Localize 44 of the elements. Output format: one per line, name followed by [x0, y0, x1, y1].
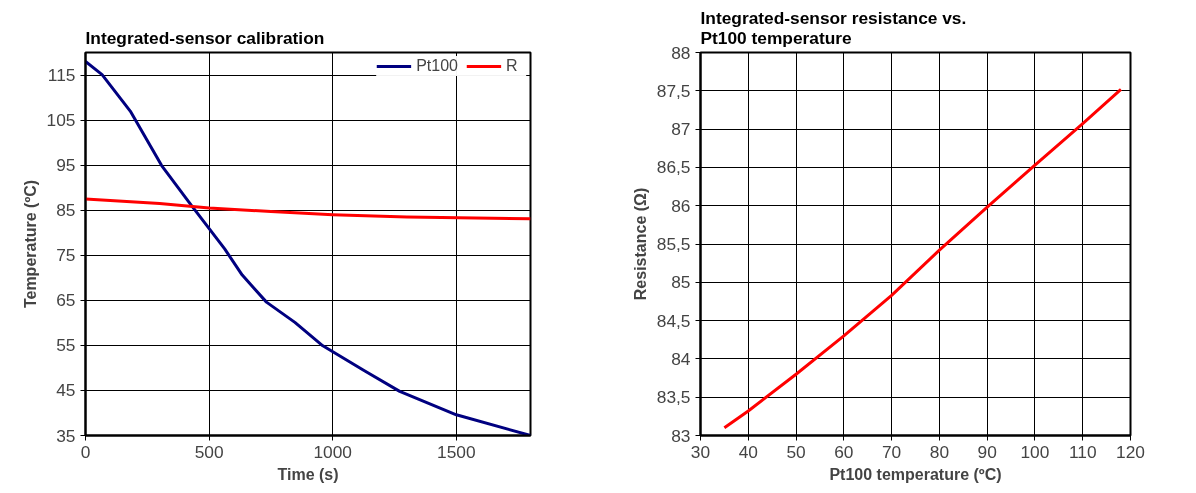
x-tick-label: 50	[786, 441, 806, 462]
y-tick-label: 84,5	[656, 310, 691, 331]
x-axis-title: Time (s)	[277, 465, 339, 483]
y-tick-label: 75	[56, 245, 76, 266]
y-tick-label: 84	[671, 348, 691, 369]
x-axis-title: Pt100 temperature (ºC)	[829, 465, 1002, 483]
x-tick-label: 80	[929, 441, 950, 462]
x-tick-label: 90	[977, 441, 997, 462]
y-tick-label: 45	[56, 380, 76, 401]
x-tick-label: 1000	[313, 441, 353, 462]
y-tick-label: 86,5	[656, 157, 691, 178]
y-tick-label: 105	[46, 110, 76, 131]
x-tick-label: 0	[80, 441, 91, 462]
x-tick-label: 500	[194, 441, 224, 462]
y-tick-label: 115	[47, 65, 76, 86]
line-series	[722, 87, 1123, 430]
x-tick-label: 110	[1068, 441, 1097, 462]
x-tick-label: 60	[834, 441, 854, 462]
x-tick-label: 100	[1020, 441, 1050, 462]
y-tick-label: 55	[56, 335, 76, 356]
y-tick-label: 35	[56, 425, 76, 446]
x-tick-label: 120	[1116, 441, 1145, 462]
chart-title: Integrated-sensor resistance vs. Pt100 temperature	[700, 7, 967, 48]
y-axis-title: Temperature (ºC)	[21, 179, 39, 309]
y-tick-label: 95	[56, 155, 76, 176]
y-tick-label: 83	[671, 425, 691, 446]
y-tick-label: 85	[671, 272, 691, 293]
y-tick-label: 87	[671, 119, 691, 140]
legend-label: Pt100	[416, 57, 458, 75]
y-tick-label: 86	[671, 195, 691, 216]
x-tick-label: 70	[881, 441, 902, 462]
y-tick-label: 85	[56, 200, 76, 221]
chart-title: Integrated-sensor calibration	[85, 27, 325, 48]
y-tick-label: 85,5	[656, 234, 691, 254]
line-series	[85, 197, 531, 221]
y-tick-label: 83,5	[656, 387, 691, 408]
y-tick-label: 88	[671, 42, 691, 63]
x-tick-label: 30	[690, 441, 711, 462]
x-tick-label: 1500	[437, 441, 476, 462]
x-tick-label: 40	[738, 441, 758, 462]
y-axis-title: Resistance (Ω)	[631, 187, 649, 301]
y-tick-label: 65	[56, 290, 76, 311]
legend-label: R	[506, 57, 519, 75]
y-tick-label: 87,5	[656, 80, 691, 101]
